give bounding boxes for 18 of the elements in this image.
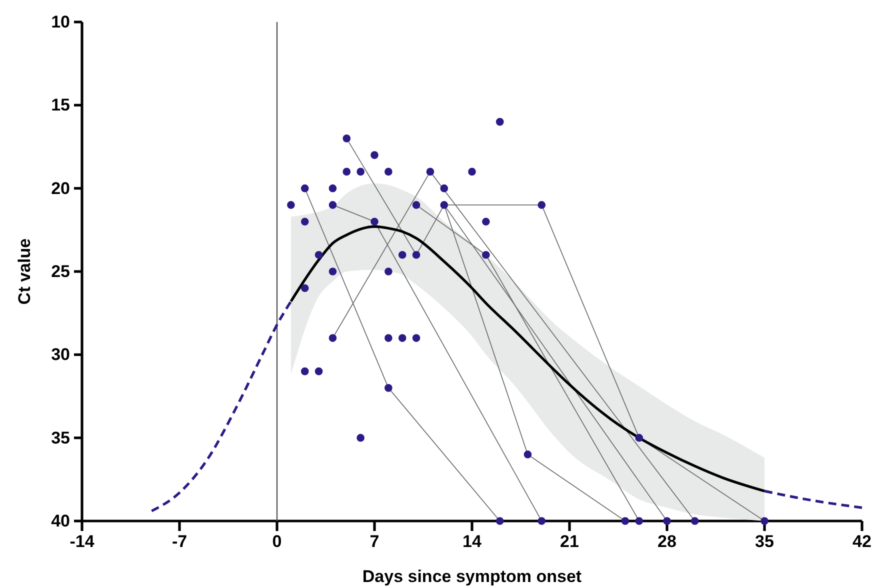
x-tick-label: 7 bbox=[370, 532, 380, 552]
x-tick-label: -14 bbox=[70, 532, 95, 552]
x-tick-label: 35 bbox=[755, 532, 774, 552]
y-tick-label: 30 bbox=[51, 345, 70, 364]
x-tick-label: -7 bbox=[172, 532, 188, 552]
x-tick-label: 21 bbox=[560, 532, 579, 552]
x-tick-label: 14 bbox=[462, 532, 482, 552]
y-tick-label: 35 bbox=[51, 428, 70, 448]
x-axis-title: Days since symptom onset bbox=[362, 567, 582, 586]
y-tick-label: 40 bbox=[51, 511, 70, 530]
y-tick-label: 20 bbox=[51, 178, 70, 198]
y-axis-title: Ct value bbox=[15, 238, 34, 305]
x-tick-label: 42 bbox=[852, 532, 872, 552]
y-tick-label: 10 bbox=[51, 12, 70, 32]
x-tick-label: 28 bbox=[658, 532, 676, 552]
x-tick-label: 0 bbox=[272, 532, 282, 552]
y-tick-label: 25 bbox=[51, 262, 70, 281]
y-tick-label: 15 bbox=[51, 96, 70, 115]
